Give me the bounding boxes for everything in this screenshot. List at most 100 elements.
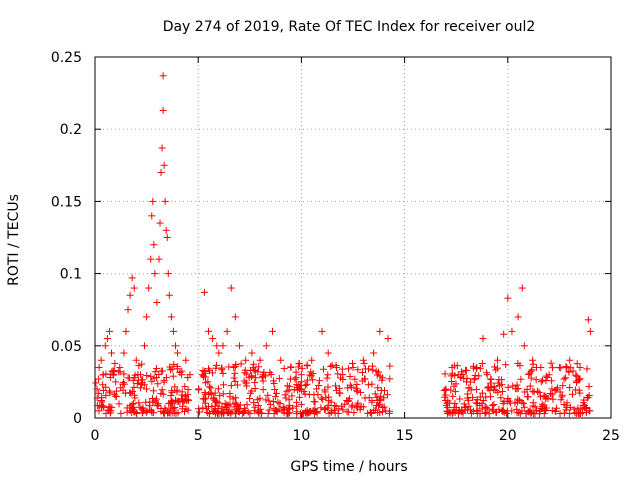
data-point	[157, 407, 165, 415]
data-point	[165, 291, 173, 299]
data-point	[448, 370, 456, 378]
data-point	[296, 393, 304, 401]
data-point	[361, 375, 369, 383]
data-point	[542, 377, 550, 385]
x-tick-label: 0	[91, 428, 100, 444]
data-point	[259, 371, 267, 379]
data-point	[174, 349, 182, 357]
data-point	[548, 407, 556, 415]
data-point	[178, 391, 186, 399]
data-point	[186, 371, 194, 379]
data-point	[348, 401, 356, 409]
data-point	[227, 409, 235, 417]
data-point	[542, 404, 550, 412]
data-point	[520, 403, 528, 411]
data-point	[324, 349, 332, 357]
data-point	[152, 374, 160, 382]
data-point	[556, 410, 564, 418]
data-point	[281, 391, 289, 399]
data-point	[138, 360, 146, 368]
data-point	[479, 335, 487, 343]
data-point	[495, 382, 503, 390]
data-point	[225, 363, 233, 371]
data-point	[456, 395, 464, 403]
data-point	[353, 388, 361, 396]
data-point	[241, 404, 249, 412]
data-point	[219, 390, 227, 398]
data-point	[120, 380, 128, 388]
data-point	[124, 374, 132, 382]
data-point	[487, 375, 495, 383]
data-point	[537, 363, 545, 371]
data-point	[169, 327, 177, 335]
data-point	[362, 365, 370, 373]
data-point	[246, 389, 254, 397]
data-point	[275, 374, 283, 382]
data-point	[380, 403, 388, 411]
data-point	[583, 365, 591, 373]
data-point	[236, 401, 244, 409]
data-point	[499, 399, 507, 407]
data-point	[136, 371, 144, 379]
data-point	[449, 392, 457, 400]
data-point	[161, 197, 169, 205]
data-point	[251, 385, 259, 393]
data-point	[559, 382, 567, 390]
data-point	[226, 390, 234, 398]
data-point	[444, 397, 452, 405]
data-point	[230, 374, 238, 382]
data-point	[562, 363, 570, 371]
data-point	[219, 369, 227, 377]
data-point	[110, 371, 118, 379]
data-point	[171, 404, 179, 412]
data-point	[207, 384, 215, 392]
data-point	[124, 306, 132, 314]
data-point	[573, 360, 581, 368]
data-point	[579, 409, 587, 417]
data-point	[295, 359, 303, 367]
data-point	[223, 401, 231, 409]
data-point	[386, 362, 394, 370]
data-point	[305, 391, 313, 399]
data-point	[216, 392, 224, 400]
data-point	[230, 403, 238, 411]
data-point	[243, 401, 251, 409]
data-point	[184, 396, 192, 404]
data-point	[241, 366, 249, 374]
data-point	[376, 392, 384, 400]
data-point	[131, 391, 139, 399]
data-point	[235, 342, 243, 350]
data-point	[547, 359, 555, 367]
data-point	[580, 396, 588, 404]
data-point	[233, 381, 241, 389]
data-point	[545, 371, 553, 379]
y-tick-label: 0.15	[51, 194, 82, 210]
data-point	[158, 367, 166, 375]
data-point	[351, 375, 359, 383]
data-point	[584, 316, 592, 324]
data-point	[231, 377, 239, 385]
data-point	[270, 379, 278, 387]
data-point	[572, 371, 580, 379]
data-point	[526, 369, 534, 377]
data-point	[297, 378, 305, 386]
data-point	[504, 383, 512, 391]
data-point	[126, 389, 134, 397]
data-point	[294, 363, 302, 371]
data-point	[120, 349, 128, 357]
data-point	[158, 144, 166, 152]
data-point	[490, 363, 498, 371]
data-point	[514, 385, 522, 393]
data-point	[473, 363, 481, 371]
data-point	[184, 386, 192, 394]
data-point	[106, 389, 114, 397]
data-point	[479, 389, 487, 397]
data-point	[546, 390, 554, 398]
data-point	[511, 399, 519, 407]
data-point	[178, 371, 186, 379]
data-point	[244, 408, 252, 416]
data-point	[151, 397, 159, 405]
data-point	[306, 371, 314, 379]
data-point	[138, 376, 146, 384]
data-point	[538, 403, 546, 411]
